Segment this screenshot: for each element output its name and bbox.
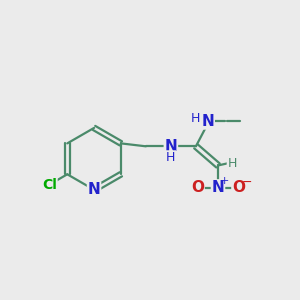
- Text: Cl: Cl: [42, 178, 57, 192]
- Text: H: H: [166, 151, 176, 164]
- Text: +: +: [220, 176, 229, 186]
- Text: H: H: [190, 112, 200, 125]
- Text: O: O: [191, 180, 204, 195]
- Text: N: N: [201, 114, 214, 129]
- Text: N: N: [212, 180, 224, 195]
- Text: −: −: [242, 176, 253, 189]
- Text: N: N: [88, 182, 100, 197]
- Text: H: H: [227, 157, 237, 169]
- Text: N: N: [164, 139, 177, 154]
- Text: O: O: [232, 180, 245, 195]
